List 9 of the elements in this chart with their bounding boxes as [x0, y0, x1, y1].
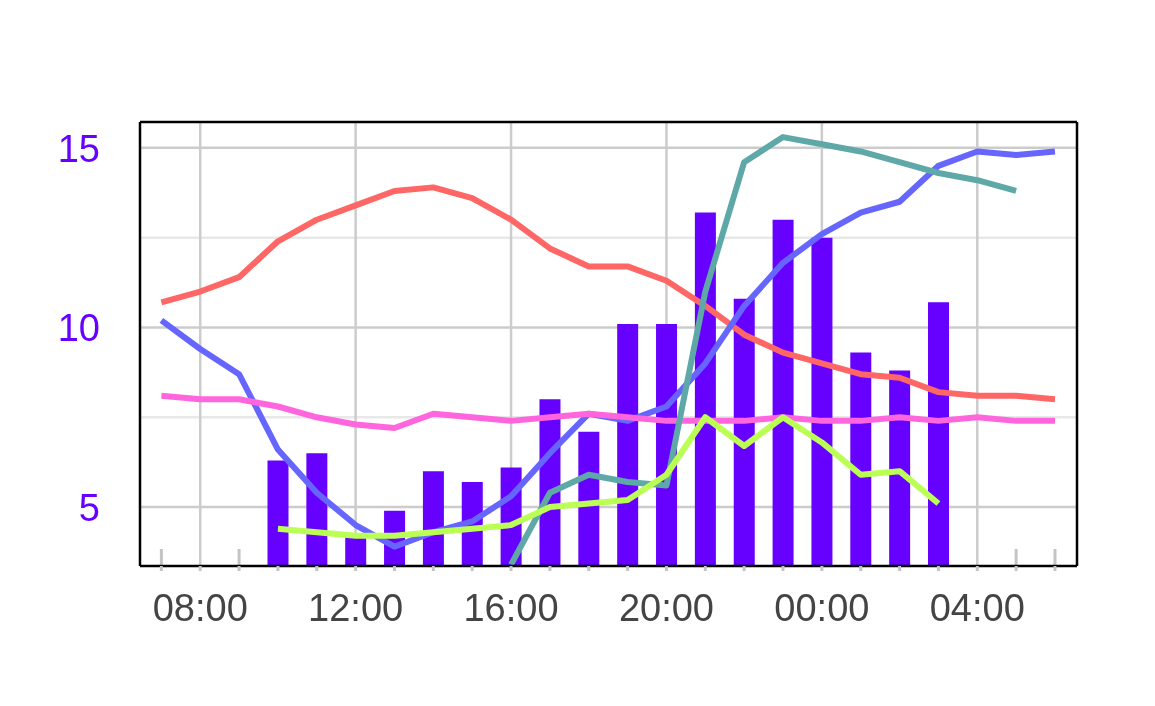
x-tick-label: 08:00 — [152, 586, 248, 629]
y-tick-label: 5 — [78, 486, 100, 529]
x-tick-label: 12:00 — [308, 586, 404, 629]
x-tick-label: 16:00 — [463, 586, 559, 629]
x-tick-label: 20:00 — [618, 586, 714, 629]
x-tick-label: 04:00 — [929, 586, 1025, 629]
x-tick-label: 00:00 — [774, 586, 870, 629]
y-tick-label: 15 — [57, 127, 100, 170]
y-tick-label: 10 — [57, 307, 100, 350]
